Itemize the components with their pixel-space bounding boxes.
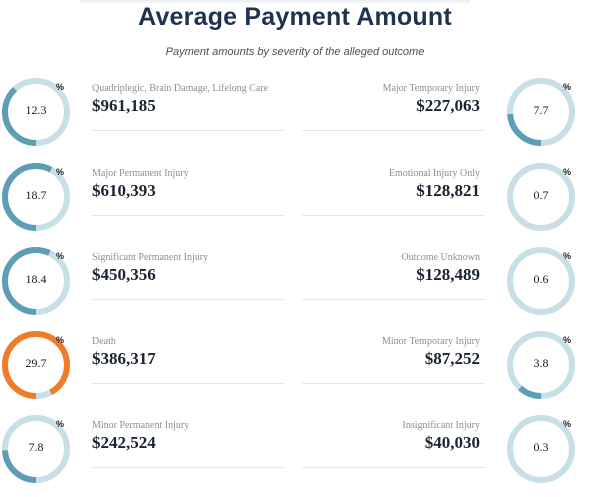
ring-chart	[2, 415, 70, 483]
ring-arc	[2, 163, 70, 231]
outcome-label: Quadriplegic, Brain Damage, Lifelong Car…	[92, 83, 269, 94]
outcome-label: Significant Permanent Injury	[92, 252, 209, 263]
outcome-label: Major Temporary Injury	[382, 83, 480, 94]
payment-amount: $610,393	[92, 181, 156, 200]
payment-amount: $40,030	[424, 433, 480, 452]
percent-value: 7.8	[28, 440, 44, 454]
ring-chart	[2, 331, 70, 399]
percent-ring: 7.7%	[505, 76, 581, 152]
ring-chart	[2, 247, 70, 315]
outcome-label: Insignificant Injury	[402, 420, 480, 431]
outcome-row: 18.7% Major Permanent Injury $610,393 Emoti…	[0, 161, 590, 245]
percent-symbol: %	[56, 335, 65, 345]
percent-ring: 29.7%	[0, 329, 76, 405]
payment-amount: $386,317	[92, 349, 156, 368]
ring-arc	[2, 78, 70, 146]
percent-symbol: %	[563, 167, 572, 177]
outcome-row: 29.7% Death $386,317 Minor Temporary Injury…	[0, 329, 590, 413]
ring-track	[507, 415, 575, 483]
percent-value: 12.3	[25, 103, 47, 117]
ring-chart	[507, 78, 575, 146]
percent-symbol: %	[56, 419, 65, 429]
outcome-label: Minor Permanent Injury	[92, 420, 190, 431]
percent-symbol: %	[563, 419, 572, 429]
ring-arc	[2, 331, 70, 399]
ring-chart	[507, 163, 575, 231]
percent-value: 3.8	[533, 356, 549, 370]
percent-symbol: %	[56, 251, 65, 261]
percent-ring: 18.7%	[0, 161, 76, 237]
percent-ring: 0.3%	[505, 413, 581, 489]
percent-symbol: %	[563, 251, 572, 261]
outcome-label: Major Permanent Injury	[92, 168, 189, 179]
percent-ring: 0.6%	[505, 245, 581, 321]
percent-symbol: %	[563, 82, 572, 92]
header-shadow	[80, 0, 470, 4]
ring-arc	[2, 415, 70, 483]
page-subtitle: Payment amounts by severity of the alleg…	[165, 46, 425, 58]
ring-arc	[507, 78, 575, 146]
ring-arc	[507, 331, 575, 399]
percent-value: 0.3	[533, 440, 549, 454]
percent-ring: 3.8%	[505, 329, 581, 405]
percent-symbol: %	[56, 82, 65, 92]
payment-amount: $128,821	[416, 181, 480, 200]
payment-amount: $87,252	[424, 349, 480, 368]
percent-ring: 0.7%	[505, 161, 581, 237]
ring-chart	[507, 247, 575, 315]
divider	[92, 215, 284, 216]
percent-symbol: %	[563, 335, 572, 345]
payment-amount: $227,063	[416, 96, 480, 115]
page-title: Average Payment Amount	[138, 3, 452, 31]
percent-value: 0.7	[533, 188, 549, 202]
percent-symbol: %	[56, 167, 65, 177]
payment-amount: $128,489	[416, 265, 480, 284]
percent-ring: 18.4%	[0, 245, 76, 321]
payment-amount: $450,356	[92, 265, 156, 284]
percent-value: 18.4	[25, 272, 47, 286]
payment-amount: $242,524	[92, 433, 156, 452]
outcome-label: Emotional Injury Only	[388, 168, 480, 179]
ring-chart	[507, 331, 575, 399]
ring-track	[507, 163, 575, 231]
divider	[92, 130, 284, 131]
divider	[92, 299, 284, 300]
outcome-row: 18.4% Significant Permanent Injury $450,35…	[0, 245, 590, 329]
percent-ring: 7.8%	[0, 413, 76, 489]
outcome-row: 7.8% Minor Permanent Injury $242,524 Insign…	[0, 413, 590, 497]
divider	[92, 467, 284, 468]
percent-ring: 12.3%	[0, 76, 76, 152]
outcome-label: Minor Temporary Injury	[382, 336, 480, 347]
divider	[302, 467, 485, 468]
ring-chart	[507, 415, 575, 483]
ring-track	[507, 247, 575, 315]
outcome-label: Death	[92, 336, 116, 347]
divider	[92, 383, 284, 384]
divider	[302, 299, 485, 300]
divider	[302, 215, 485, 216]
outcome-label: Outcome Unknown	[401, 252, 480, 263]
percent-value: 29.7	[25, 356, 47, 370]
divider	[302, 383, 485, 384]
ring-chart	[2, 163, 70, 231]
percent-value: 7.7	[533, 103, 549, 117]
outcome-row: 12.3% Quadriplegic, Brain Damage, Lifelon…	[0, 76, 590, 160]
ring-chart	[2, 78, 70, 146]
payment-amount: $961,185	[92, 96, 156, 115]
percent-value: 0.6	[533, 272, 549, 286]
divider	[302, 130, 485, 131]
ring-arc	[2, 247, 70, 315]
percent-value: 18.7	[25, 188, 47, 202]
